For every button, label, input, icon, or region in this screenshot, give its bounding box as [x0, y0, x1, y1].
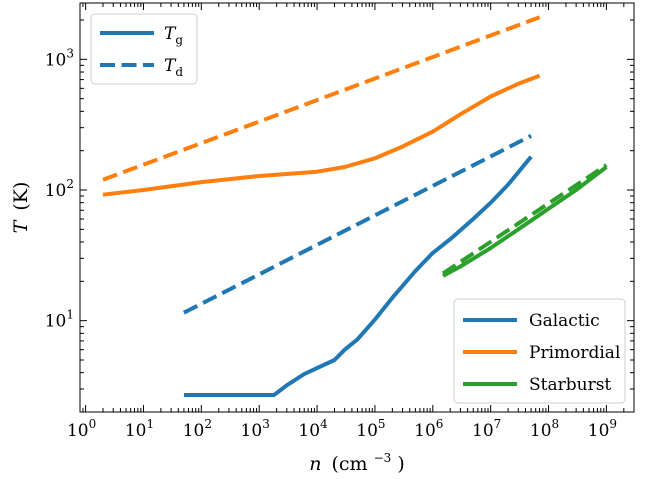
legend-series-box — [453, 298, 626, 404]
x-tick-label: 105 — [356, 417, 385, 441]
y-tick-label: 102 — [45, 177, 74, 201]
y-axis-variable: T — [10, 219, 32, 233]
axis-tick-labels: 100 101 102 103 104 105 106 107 108 109 101 102 103 — [45, 46, 617, 441]
legend-style-label: Tg — [164, 24, 183, 47]
y-tick-label: 101 — [45, 308, 74, 332]
x-tick-label: 106 — [414, 417, 443, 441]
legend-series: Galactic Primordial Starburst — [453, 298, 626, 404]
legend-line-styles: Tg Td — [90, 13, 198, 85]
series-line-primordial-td — [102, 15, 541, 182]
series-line-starburst-tg — [442, 165, 608, 278]
x-tick-label: 109 — [588, 417, 617, 441]
legend-series-label-starburst: Starburst — [529, 375, 611, 395]
x-axis-label: n (cm −3 ) — [309, 445, 405, 475]
axis-ticks — [79, 3, 635, 413]
x-tick-label: 108 — [530, 417, 559, 441]
x-tick-label: 101 — [125, 417, 154, 441]
x-tick-label: 107 — [472, 417, 501, 441]
series-line-galactic-td — [182, 134, 533, 315]
x-axis-unit: (cm — [332, 453, 368, 475]
plot-frame — [79, 2, 635, 413]
x-axis-unit-exponent: −3 — [374, 451, 392, 465]
x-tick-label: 100 — [67, 417, 96, 441]
y-axis-unit: (K) — [10, 182, 32, 211]
x-axis-variable: n — [309, 453, 321, 475]
plot-lines — [102, 15, 608, 397]
x-axis-unit-close: ) — [397, 453, 404, 475]
legend-series-label-galactic: Galactic — [529, 311, 600, 331]
x-tick-label: 104 — [298, 417, 328, 441]
series-line-starburst-td — [441, 163, 608, 276]
series-line-galactic-tg — [183, 155, 533, 397]
x-tick-label: 103 — [241, 417, 270, 441]
series-line-primordial-tg — [102, 73, 541, 197]
legend-style-label: Td — [164, 56, 183, 79]
y-axis-label: T (K) — [10, 182, 32, 234]
x-tick-label: 102 — [183, 417, 212, 441]
y-tick-label: 103 — [45, 46, 74, 70]
legend-series-label-primordial: Primordial — [529, 343, 620, 363]
